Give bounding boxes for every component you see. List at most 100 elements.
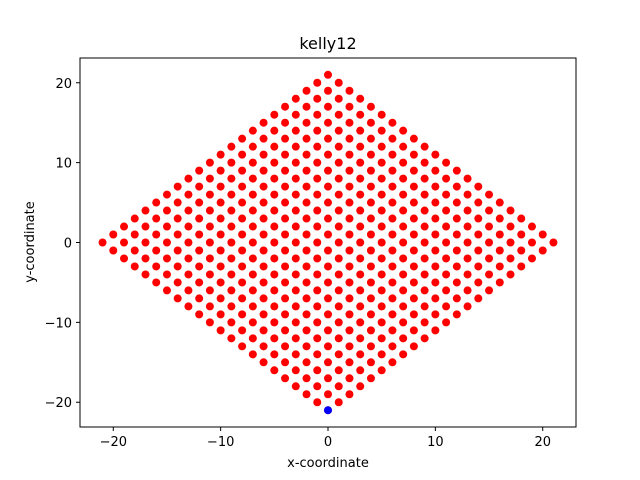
data-point <box>249 143 257 151</box>
data-point <box>184 270 192 278</box>
data-point <box>238 231 246 239</box>
data-point <box>356 286 364 294</box>
data-point <box>206 207 214 215</box>
data-point <box>227 143 235 151</box>
data-point <box>184 286 192 294</box>
data-point <box>313 159 321 167</box>
data-point <box>292 95 300 103</box>
data-point <box>238 262 246 270</box>
data-point <box>399 302 407 310</box>
data-point <box>195 278 203 286</box>
data-point <box>292 302 300 310</box>
data-point <box>399 350 407 358</box>
data-point <box>453 231 461 239</box>
data-point <box>378 111 386 119</box>
data-point <box>421 175 429 183</box>
data-point <box>421 334 429 342</box>
data-point <box>367 374 375 382</box>
data-point <box>453 183 461 191</box>
data-point <box>281 183 289 191</box>
data-point <box>335 207 343 215</box>
data-point <box>281 326 289 334</box>
data-point <box>249 302 257 310</box>
data-point <box>281 310 289 318</box>
data-point <box>485 223 493 231</box>
data-point <box>206 175 214 183</box>
data-point <box>345 215 353 223</box>
data-point <box>356 175 364 183</box>
data-point <box>281 151 289 159</box>
data-point <box>388 199 396 207</box>
data-point <box>238 199 246 207</box>
data-point <box>367 135 375 143</box>
data-point <box>549 239 557 247</box>
data-point <box>109 246 117 254</box>
data-point <box>303 310 311 318</box>
data-point <box>313 79 321 87</box>
data-point <box>217 246 225 254</box>
data-point <box>388 326 396 334</box>
data-point <box>507 270 515 278</box>
data-point <box>324 326 332 334</box>
data-point <box>120 254 128 262</box>
data-point <box>163 270 171 278</box>
data-point <box>281 374 289 382</box>
data-point <box>292 159 300 167</box>
data-point <box>184 254 192 262</box>
data-point <box>378 334 386 342</box>
data-point <box>195 199 203 207</box>
data-point <box>292 350 300 358</box>
data-point <box>335 111 343 119</box>
data-point <box>184 175 192 183</box>
data-point <box>249 175 257 183</box>
data-point <box>281 103 289 111</box>
data-point <box>313 350 321 358</box>
data-point <box>442 286 450 294</box>
data-point <box>474 183 482 191</box>
data-point <box>227 286 235 294</box>
data-point <box>367 358 375 366</box>
data-point <box>485 286 493 294</box>
data-point <box>303 358 311 366</box>
data-point <box>399 127 407 135</box>
data-point <box>195 294 203 302</box>
data-point <box>324 119 332 127</box>
data-point <box>260 199 268 207</box>
data-point <box>335 79 343 87</box>
data-point <box>335 286 343 294</box>
data-point <box>313 270 321 278</box>
data-point <box>270 334 278 342</box>
data-point <box>324 374 332 382</box>
data-point <box>453 294 461 302</box>
data-point <box>421 286 429 294</box>
data-point <box>335 191 343 199</box>
data-point <box>281 294 289 302</box>
data-point <box>335 254 343 262</box>
data-point <box>249 159 257 167</box>
data-point <box>206 254 214 262</box>
data-point <box>217 326 225 334</box>
data-point <box>517 262 525 270</box>
data-point <box>303 294 311 302</box>
data-point <box>303 215 311 223</box>
data-point <box>378 159 386 167</box>
data-point <box>324 199 332 207</box>
y-axis-label: y-coordinate <box>23 201 38 283</box>
data-point <box>152 262 160 270</box>
data-point <box>281 119 289 127</box>
data-point <box>496 246 504 254</box>
data-point <box>442 302 450 310</box>
data-point <box>227 318 235 326</box>
data-point <box>399 159 407 167</box>
data-point <box>528 254 536 262</box>
data-point <box>195 310 203 318</box>
data-point <box>410 294 418 302</box>
data-point <box>464 191 472 199</box>
data-point <box>324 310 332 318</box>
data-point <box>496 262 504 270</box>
data-point <box>388 119 396 127</box>
data-point <box>324 215 332 223</box>
data-point <box>345 167 353 175</box>
data-point <box>474 262 482 270</box>
data-point <box>324 231 332 239</box>
